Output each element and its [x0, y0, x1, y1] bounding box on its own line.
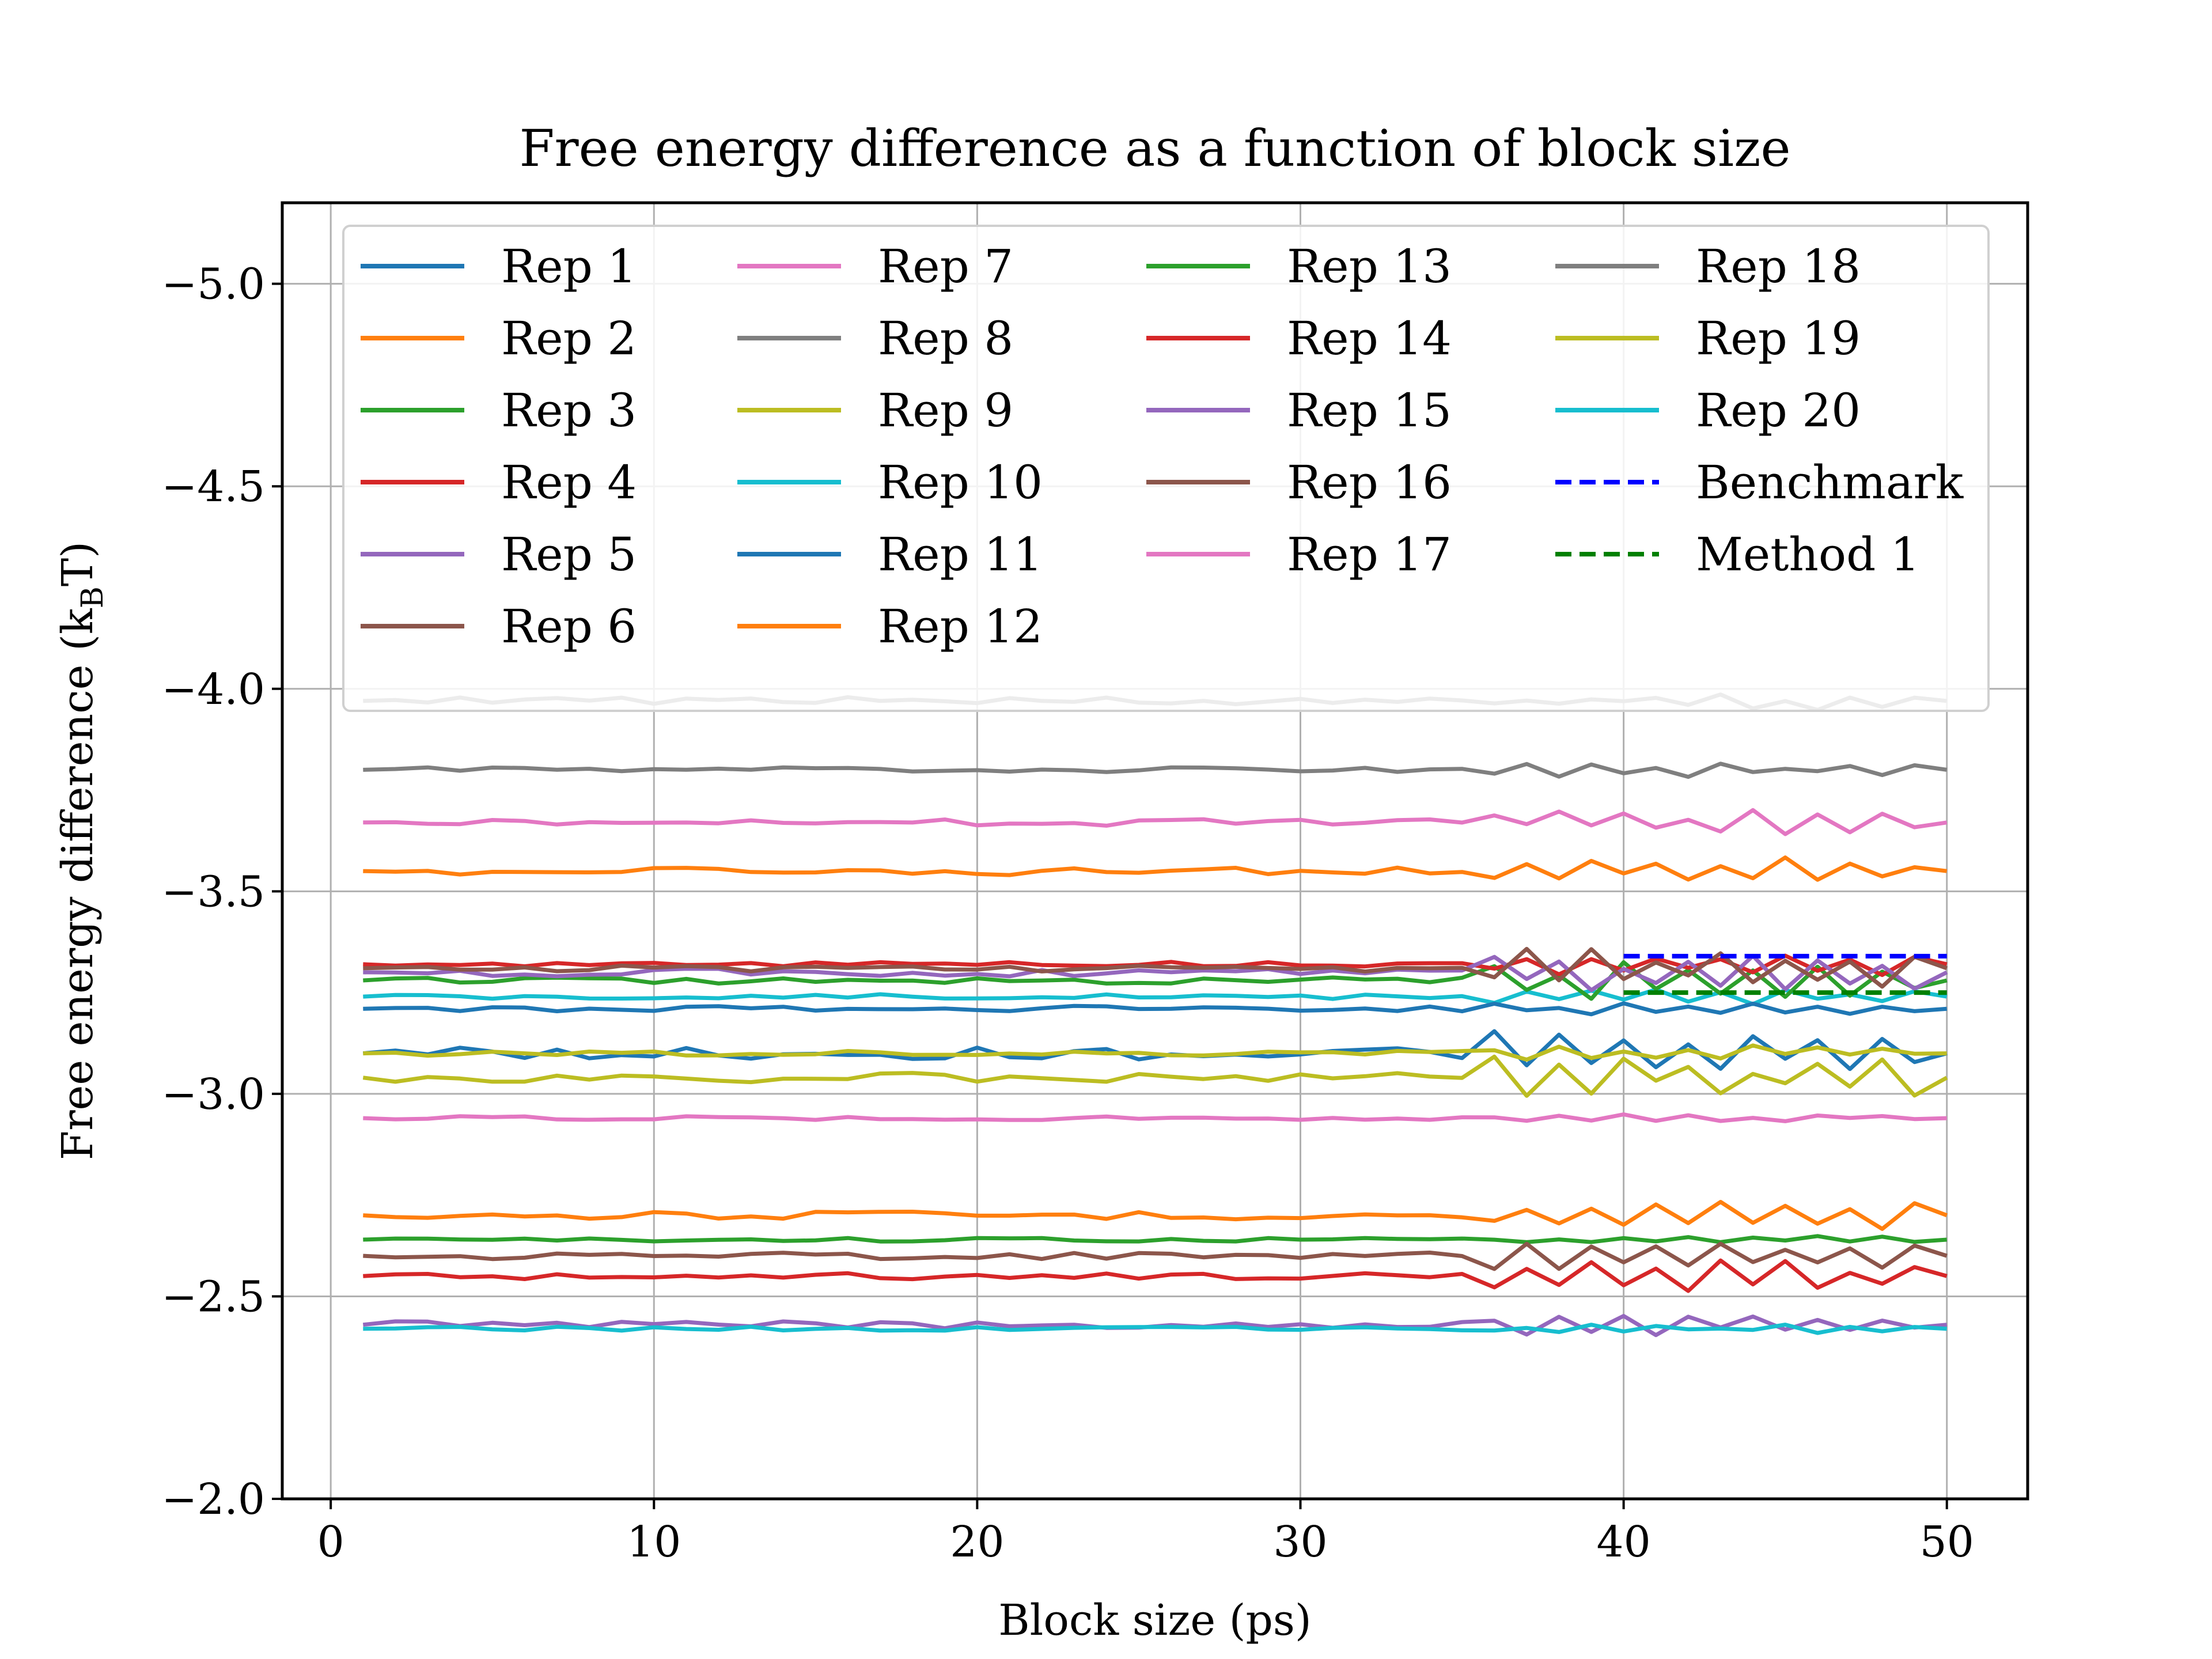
series-line-rep-9 [362, 1054, 1948, 1098]
legend-label-10: Rep 10 [878, 456, 1043, 509]
x-tick-label-1: 10 [627, 1517, 681, 1567]
legend-label-12: Rep 12 [878, 600, 1043, 653]
legend-box [342, 225, 1990, 712]
series-line-rep-11 [363, 1001, 1947, 1017]
series-line-rep-17 [363, 808, 1948, 836]
x-tick-label-5: 50 [1920, 1517, 1974, 1567]
y-tick-label-4: −3.0 [161, 1070, 265, 1119]
legend-label-4: Rep 4 [501, 456, 637, 509]
x-tick-label-0: 0 [317, 1517, 344, 1567]
y-axis-label-main: Free energy difference (k [53, 608, 103, 1160]
axes-frame [281, 201, 2029, 1501]
legend-label-8: Rep 8 [878, 312, 1013, 365]
series-line-rep-8 [363, 762, 1948, 779]
y-tick-label-0: −5.0 [161, 260, 265, 309]
legend-label-1: Rep 1 [501, 240, 637, 293]
x-tick-label-2: 20 [950, 1517, 1004, 1567]
legend-label-11: Rep 11 [878, 528, 1043, 581]
series-line-rep-4 [363, 1258, 1948, 1293]
series-line-rep-12 [363, 855, 1948, 882]
legend-label-15: Rep 15 [1287, 384, 1452, 437]
series-line-rep-19 [363, 1043, 1947, 1062]
series-line-rep-15 [363, 953, 1948, 993]
legend-label-17: Rep 17 [1287, 528, 1452, 581]
legend-label-13: Rep 13 [1287, 240, 1452, 293]
y-tick-label-5: −2.5 [161, 1272, 265, 1321]
legend-label-21: Benchmark [1696, 456, 1964, 509]
series-line-rep-1 [362, 1029, 1948, 1071]
legend-label-7: Rep 7 [878, 240, 1013, 293]
series-line-rep-2 [363, 1200, 1948, 1231]
legend-label-5: Rep 5 [501, 528, 637, 581]
legend-label-20: Rep 20 [1696, 384, 1861, 437]
legend-label-19: Rep 19 [1696, 312, 1861, 365]
legend-label-22: Method 1 [1696, 528, 1920, 581]
series-line-rep-10 [363, 987, 1948, 1006]
y-axis-label-tail: T) [53, 541, 103, 586]
legend-label-9: Rep 9 [878, 384, 1013, 437]
y-axis-label: Free energy difference (kBT) [53, 541, 110, 1160]
legend-label-3: Rep 3 [501, 384, 637, 437]
plot-area [362, 692, 1948, 1338]
y-tick-label-1: −4.5 [161, 462, 265, 512]
series-line-rep-20 [363, 1323, 1947, 1335]
series-line-rep-7 [363, 1112, 1947, 1123]
y-axis-label-subscript: B [75, 586, 110, 608]
x-tick-label-4: 40 [1597, 1517, 1651, 1567]
legend-label-18: Rep 18 [1696, 240, 1861, 293]
y-tick-label-6: −2.0 [161, 1475, 265, 1524]
legend-label-16: Rep 16 [1287, 456, 1452, 509]
chart-title: Free energy difference as a function of … [519, 119, 1790, 178]
legend-label-2: Rep 2 [501, 312, 637, 365]
legend-label-14: Rep 14 [1287, 312, 1452, 365]
legend-label-6: Rep 6 [501, 600, 637, 653]
x-tick-label-3: 30 [1273, 1517, 1327, 1567]
axis-ticks: 0 10 20 30 40 50 −5.0 −4.5 −4.0 −3.5 −3.0 −2.5 −2.0 [161, 260, 1974, 1567]
y-tick-label-2: −4.0 [161, 665, 265, 714]
series-line-rep-16 [363, 946, 1948, 989]
x-axis-label: Block size (ps) [998, 1596, 1311, 1645]
series-line-rep-3 [363, 1234, 1947, 1244]
series-line-rep-6 [363, 1241, 1948, 1271]
legend: Rep 1 Rep 2 Rep 3 Rep 4 Rep 5 Rep 6 Rep 7 Rep 8… [342, 225, 1990, 712]
y-tick-label-3: −3.5 [161, 867, 265, 916]
